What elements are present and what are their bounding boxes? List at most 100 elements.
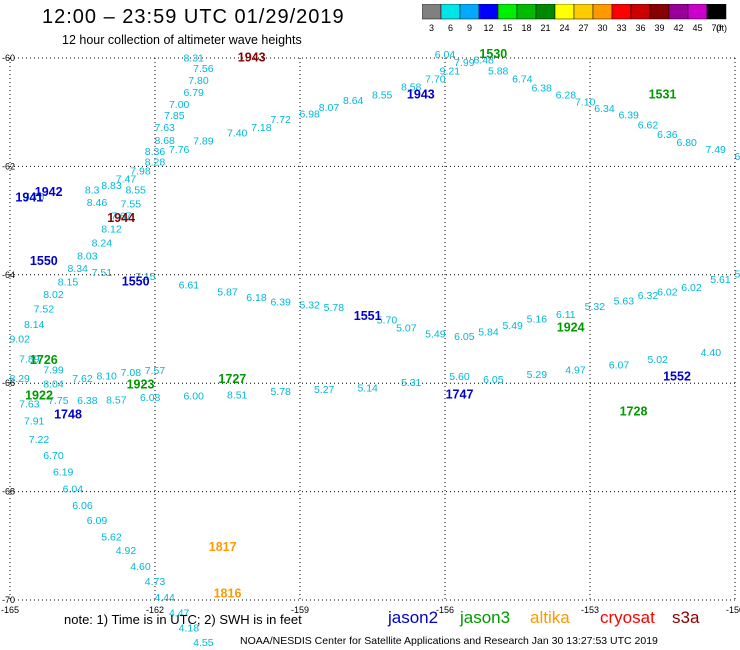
- wave-height-point: 5.16: [527, 313, 548, 325]
- wave-height-point: 4.73: [145, 576, 166, 588]
- x-tick-label: -162: [146, 605, 164, 615]
- wave-height-point: 9.21: [440, 65, 461, 77]
- wave-height-point: 5.61: [710, 274, 731, 286]
- wave-height-point: 7.63: [19, 399, 40, 411]
- footer-credit: NOAA/NESDIS Center for Satellite Applica…: [240, 635, 658, 647]
- wave-height-point: 6.38: [531, 83, 552, 95]
- wave-height-point: 8.02: [43, 289, 64, 301]
- wave-height-point: 4.44: [154, 592, 175, 604]
- wave-height-point: 6.39: [270, 297, 291, 309]
- pass-time-label: 1816: [214, 586, 242, 600]
- wave-height-point: 4.92: [116, 545, 137, 557]
- legend-tick: 70: [711, 23, 721, 33]
- wave-height-point: 5.27: [314, 384, 335, 396]
- wave-height-point: 5.49: [502, 320, 523, 332]
- pass-time-label: 1550: [30, 254, 58, 268]
- pass-time-label: 1531: [649, 88, 677, 102]
- wave-height-point: 5.78: [324, 302, 345, 314]
- wave-height-point: 4.55: [193, 637, 214, 649]
- wave-height-point: 6.39: [618, 110, 639, 122]
- legend-tick: 42: [673, 23, 683, 33]
- wave-height-point: 8.55: [125, 185, 146, 197]
- pass-time-label: 1923: [127, 378, 155, 392]
- legend-tick: 18: [521, 23, 531, 33]
- wave-height-point: 8.68: [154, 135, 175, 147]
- legend-jason2: jason2: [388, 608, 439, 627]
- y-tick-label: -60: [2, 53, 15, 63]
- legend-s3a: s3a: [672, 608, 700, 627]
- x-tick-label: -156: [436, 605, 454, 615]
- wave-height-point: 6.02: [657, 286, 678, 298]
- wave-height-point: 7.91: [24, 415, 45, 427]
- pass-time-label: 1727: [218, 372, 246, 386]
- wave-height-point: 7.75: [48, 395, 69, 407]
- pass-time-label: 1552: [663, 369, 691, 383]
- wave-height-point: 6.05: [454, 331, 475, 343]
- pass-time-label: 1728: [620, 405, 648, 419]
- wave-height-point: 7.10: [575, 97, 596, 109]
- note-text: note: 1) Time is in UTC; 2) SWH is in fe…: [64, 612, 302, 627]
- wave-height-point: 6.61: [179, 279, 200, 291]
- wave-height-point: 7.85: [164, 110, 185, 122]
- wave-height-point: 5.70: [377, 315, 398, 327]
- wave-height-point: 8.03: [77, 251, 98, 263]
- wave-height-point: 8.3: [85, 185, 100, 197]
- legend-altika: altika: [530, 608, 570, 627]
- wave-height-point: 7.57: [145, 365, 166, 377]
- wave-height-point: 8.14: [24, 319, 45, 331]
- wave-height-point: 8.12: [101, 224, 122, 236]
- wave-height-point: 7.08: [121, 367, 142, 379]
- wave-height-point: 7.99: [454, 57, 475, 69]
- pass-time-label: 1943: [407, 88, 435, 102]
- wave-height-point: 7.76: [169, 144, 190, 156]
- wave-height-point: 6.11: [556, 309, 576, 321]
- chart-subtitle: 12 hour collection of altimeter wave hei…: [62, 33, 302, 47]
- wave-height-point: 6.07: [609, 360, 630, 372]
- wave-height-point: 5.60: [449, 371, 470, 383]
- wave-height-point: 6.36: [657, 129, 678, 141]
- wave-height-point: 8.04: [43, 379, 64, 391]
- wave-height-point: 8.58: [401, 82, 422, 94]
- wave-height-point: 5.78: [270, 386, 291, 398]
- legend-tick: 33: [616, 23, 626, 33]
- wave-height-point: 5.63: [614, 296, 635, 308]
- wave-height-point: 7.67: [111, 211, 132, 223]
- x-tick-label: -150: [726, 605, 740, 615]
- color-legend: 3 6 9 12 15 18 21 24 27 30 33 36 39 42 45 70 (ft): [421, 3, 732, 39]
- wave-height-point: 8.46: [87, 197, 108, 209]
- wave-height-point: 7.98: [130, 166, 151, 178]
- wave-height-point: 7.22: [29, 434, 50, 446]
- wave-height-point: 7.63: [154, 122, 175, 134]
- wave-height-point: 5.02: [647, 354, 668, 366]
- legend-tick: 15: [502, 23, 512, 33]
- wave-height-point: 5.07: [396, 323, 417, 335]
- wave-height-point: 6.48: [473, 54, 494, 66]
- pass-time-label: 1530: [479, 47, 507, 61]
- wave-height-point: 6.54: [734, 151, 740, 163]
- wave-height-point: 5.32: [585, 301, 606, 313]
- chart-title: 12:00 – 23:59 UTC 01/29/2019: [42, 6, 345, 28]
- wave-height-point: 7.99: [43, 364, 64, 376]
- wave-height-point: 6.28: [556, 90, 577, 102]
- wave-height-point: 8.31: [183, 52, 204, 64]
- wave-height-point: 6.00: [183, 390, 204, 402]
- wave-height-point: 5.14: [357, 382, 378, 394]
- wave-height-point: 5.62: [101, 531, 122, 543]
- wave-height-point: 6.04: [63, 484, 84, 496]
- wave-height-point: 4.97: [565, 364, 586, 376]
- wave-height-point: 5.84: [478, 327, 499, 339]
- wave-height-point: 8.57: [106, 394, 127, 406]
- wave-height-point: 7.89: [193, 136, 214, 148]
- wave-height-point: 8.83: [101, 180, 122, 192]
- wave-height-point: 8.64: [343, 95, 364, 107]
- wave-height-point: 8.36: [145, 146, 166, 158]
- wave-height-point: 5.32: [299, 299, 320, 311]
- wave-height-point: 7.89: [19, 354, 40, 366]
- pass-time-label: 1941: [15, 191, 43, 205]
- legend-cryosat: cryosat: [600, 608, 655, 627]
- legend-tick: 3: [429, 23, 434, 33]
- wave-height-point: 4.47: [169, 607, 190, 619]
- y-tick-label: -66: [2, 378, 15, 388]
- x-tick-label: -165: [1, 605, 19, 615]
- wave-height-point: 6.62: [638, 119, 659, 131]
